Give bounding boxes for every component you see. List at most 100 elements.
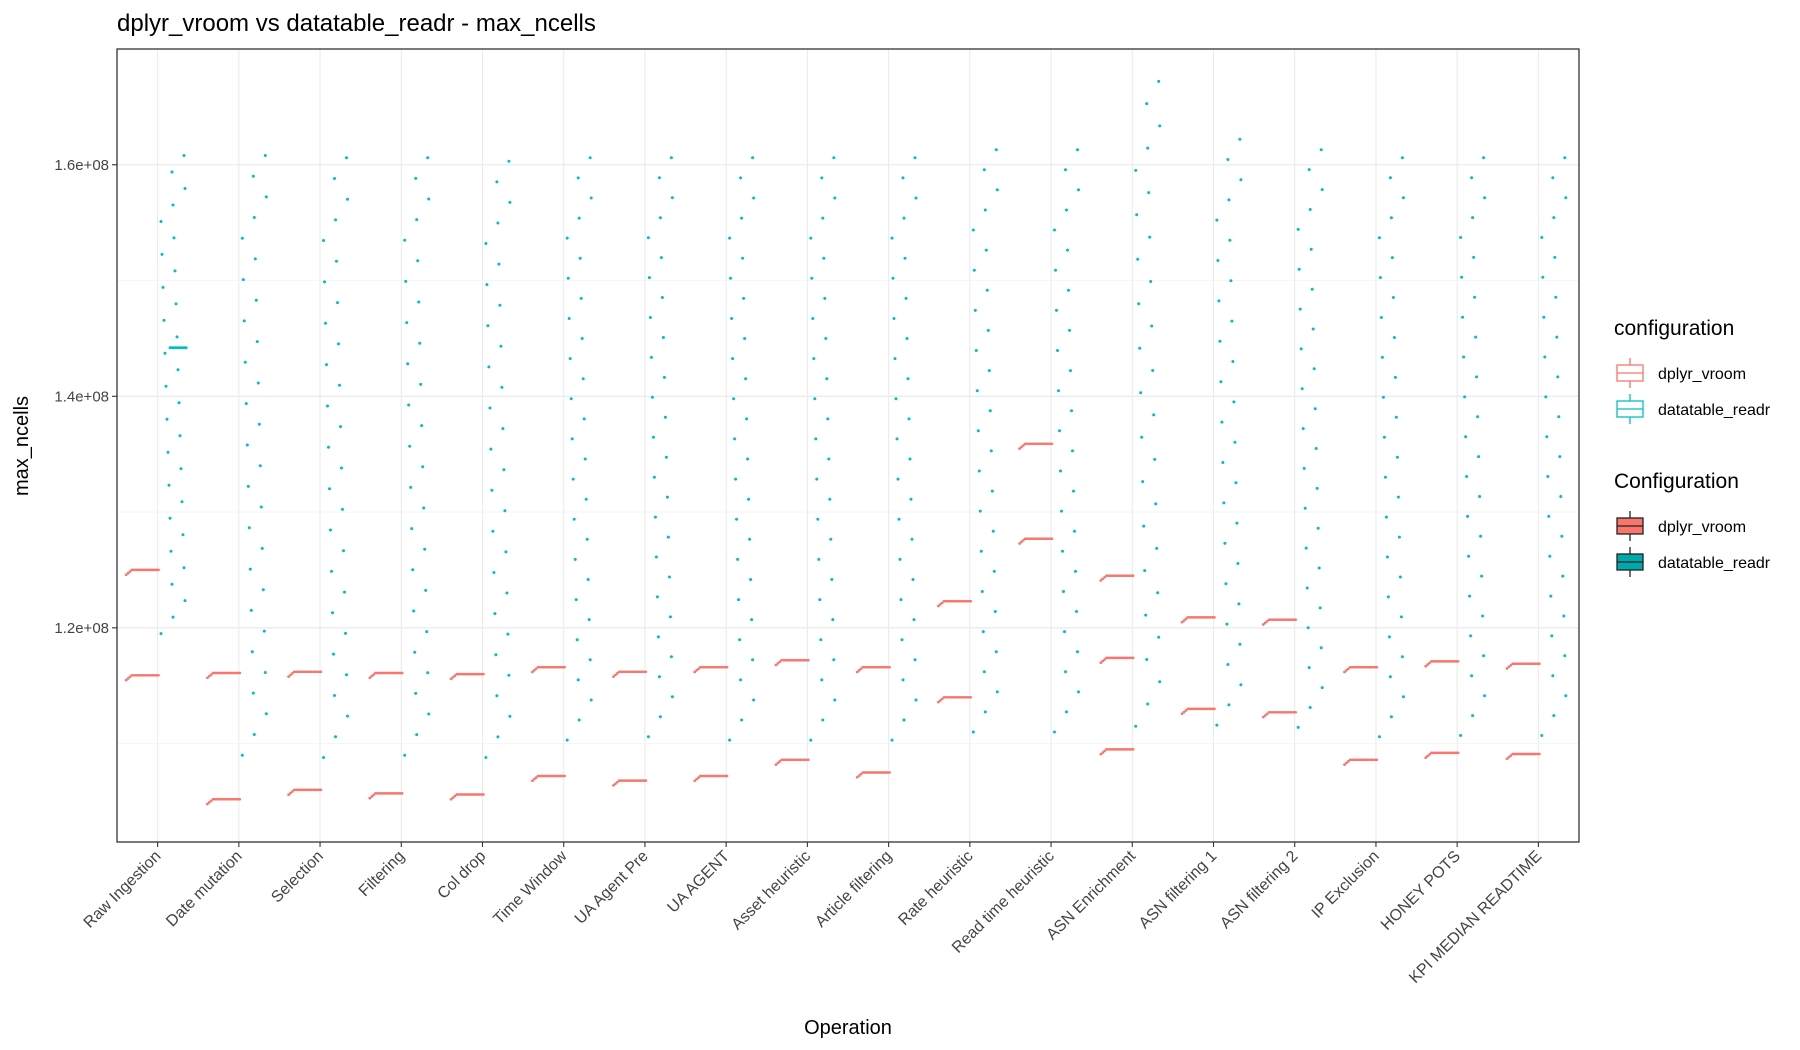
point-dplyr_vroom: [888, 665, 891, 669]
point-dplyr_vroom: [1507, 755, 1511, 759]
point-datatable_readr: [752, 698, 756, 702]
point-datatable_readr: [489, 447, 493, 451]
point-dplyr_vroom: [957, 599, 961, 603]
legend-key-dplyr_vroom: [1616, 511, 1644, 541]
point-dplyr_vroom: [396, 671, 400, 675]
point-datatable_readr: [409, 485, 413, 489]
point-datatable_readr: [414, 176, 418, 180]
point-datatable_readr: [1157, 79, 1161, 83]
point-dplyr_vroom: [938, 699, 942, 702]
point-dplyr_vroom: [1107, 574, 1110, 578]
point-datatable_readr: [891, 276, 895, 280]
point-datatable_readr: [343, 590, 346, 594]
point-dplyr_vroom: [1186, 707, 1190, 711]
point-dplyr_vroom: [1033, 442, 1037, 446]
point-datatable_readr: [1153, 457, 1157, 461]
point-datatable_readr: [1138, 346, 1142, 350]
point-dplyr_vroom: [313, 788, 317, 792]
point-datatable_readr: [751, 658, 755, 662]
point-dplyr_vroom: [956, 599, 959, 603]
point-datatable_readr: [1296, 227, 1300, 231]
point-datatable_readr: [1303, 506, 1307, 510]
point-dplyr_vroom: [1505, 757, 1509, 761]
point-dplyr_vroom: [1126, 748, 1129, 751]
point-datatable_readr: [327, 445, 330, 449]
x-tick-label: UA AGENT: [664, 848, 733, 917]
point-dplyr_vroom: [1199, 707, 1203, 711]
point-datatable_readr: [1389, 715, 1393, 719]
point-datatable_readr: [1149, 280, 1153, 283]
point-datatable_readr: [1552, 216, 1556, 220]
point-dplyr_vroom: [957, 695, 961, 699]
point-datatable_readr: [913, 658, 917, 662]
point-dplyr_vroom: [215, 797, 219, 801]
point-datatable_readr: [1460, 275, 1464, 279]
point-datatable_readr: [739, 176, 743, 180]
point-dplyr_vroom: [1362, 665, 1365, 669]
point-datatable_readr: [1396, 495, 1400, 499]
point-datatable_readr: [1381, 395, 1385, 399]
point-dplyr_vroom: [942, 695, 946, 699]
point-dplyr_vroom: [638, 670, 642, 674]
point-datatable_readr: [898, 557, 902, 561]
point-dplyr_vroom: [1345, 761, 1348, 765]
point-dplyr_vroom: [1127, 656, 1131, 660]
point-datatable_readr: [1232, 400, 1236, 404]
point-datatable_readr: [833, 698, 837, 702]
point-dplyr_vroom: [464, 672, 468, 676]
point-dplyr_vroom: [954, 695, 957, 699]
point-dplyr_vroom: [699, 665, 702, 669]
point-dplyr_vroom: [1108, 656, 1112, 660]
point-datatable_readr: [341, 507, 344, 511]
point-dplyr_vroom: [209, 673, 213, 676]
point-datatable_readr: [575, 638, 579, 642]
point-datatable_readr: [824, 337, 828, 340]
point-dplyr_vroom: [721, 665, 725, 669]
point-dplyr_vroom: [206, 802, 209, 806]
point-dplyr_vroom: [1182, 710, 1186, 714]
point-dplyr_vroom: [1122, 656, 1125, 660]
point-datatable_readr: [423, 547, 427, 551]
point-datatable_readr: [751, 156, 755, 160]
point-datatable_readr: [736, 557, 740, 561]
point-datatable_readr: [1547, 514, 1551, 518]
point-datatable_readr: [1225, 622, 1229, 626]
point-dplyr_vroom: [1269, 618, 1273, 622]
point-dplyr_vroom: [1513, 662, 1516, 666]
point-dplyr_vroom: [1022, 538, 1025, 542]
point-datatable_readr: [1555, 335, 1559, 339]
point-datatable_readr: [1463, 395, 1467, 399]
point-dplyr_vroom: [617, 779, 621, 782]
point-datatable_readr: [1236, 562, 1240, 565]
point-dplyr_vroom: [1041, 537, 1044, 541]
point-dplyr_vroom: [793, 758, 797, 762]
point-datatable_readr: [1155, 546, 1159, 550]
point-datatable_readr: [1564, 694, 1568, 698]
point-datatable_readr: [264, 712, 268, 716]
point-datatable_readr: [1053, 730, 1056, 734]
point-dplyr_vroom: [786, 758, 789, 762]
point-datatable_readr: [972, 268, 976, 272]
point-dplyr_vroom: [311, 670, 315, 674]
point-dplyr_vroom: [795, 658, 799, 662]
point-dplyr_vroom: [1441, 660, 1445, 663]
point-dplyr_vroom: [1035, 442, 1039, 446]
point-dplyr_vroom: [797, 658, 801, 662]
point-datatable_readr: [1158, 680, 1162, 684]
point-datatable_readr: [815, 477, 819, 481]
point-datatable_readr: [418, 341, 422, 345]
point-datatable_readr: [651, 435, 655, 439]
point-dplyr_vroom: [1207, 616, 1211, 619]
point-datatable_readr: [1384, 515, 1388, 519]
point-dplyr_vroom: [211, 671, 215, 675]
point-dplyr_vroom: [453, 794, 457, 798]
point-dplyr_vroom: [141, 568, 145, 572]
point-dplyr_vroom: [1513, 752, 1516, 756]
point-dplyr_vroom: [1261, 715, 1265, 719]
point-datatable_readr: [1136, 257, 1140, 261]
point-datatable_readr: [908, 457, 912, 461]
point-datatable_readr: [246, 484, 250, 488]
point-dplyr_vroom: [557, 665, 561, 669]
point-datatable_readr: [587, 618, 591, 622]
point-datatable_readr: [1077, 188, 1080, 192]
